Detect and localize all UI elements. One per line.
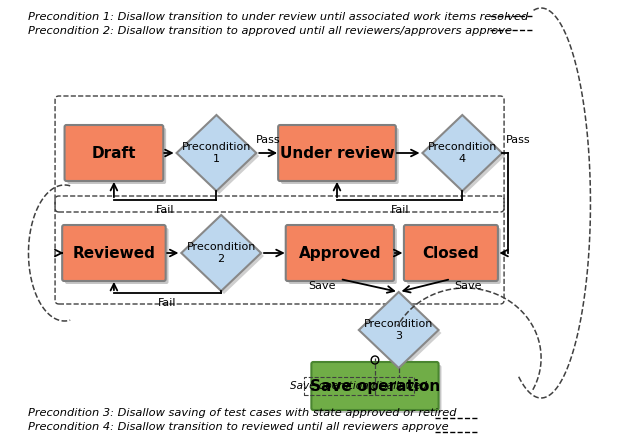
Polygon shape [184, 218, 264, 294]
Polygon shape [181, 215, 261, 291]
Polygon shape [425, 118, 505, 194]
Text: Fail: Fail [156, 205, 174, 215]
FancyBboxPatch shape [65, 125, 164, 181]
Text: Approved: Approved [299, 246, 381, 260]
FancyBboxPatch shape [62, 225, 165, 281]
Text: Pass: Pass [506, 135, 531, 145]
Text: Precondition 1: Disallow transition to under review until associated work items : Precondition 1: Disallow transition to u… [29, 12, 529, 22]
Text: Pass: Pass [256, 135, 280, 145]
FancyBboxPatch shape [286, 225, 394, 281]
Text: Save operation disallowed: Save operation disallowed [290, 381, 427, 391]
FancyBboxPatch shape [404, 225, 498, 281]
Polygon shape [361, 295, 441, 371]
Text: Precondition
3: Precondition 3 [364, 319, 434, 341]
Text: Draft: Draft [92, 146, 136, 160]
Text: Save: Save [309, 280, 336, 290]
Text: Fail: Fail [158, 298, 177, 308]
Text: Precondition
2: Precondition 2 [186, 242, 256, 264]
Polygon shape [422, 115, 502, 191]
Text: Precondition
1: Precondition 1 [182, 142, 251, 164]
FancyBboxPatch shape [65, 228, 169, 284]
Text: Save: Save [455, 280, 482, 290]
FancyBboxPatch shape [67, 128, 166, 184]
FancyBboxPatch shape [288, 228, 397, 284]
FancyBboxPatch shape [407, 228, 501, 284]
Polygon shape [176, 115, 256, 191]
Text: Precondition
4: Precondition 4 [427, 142, 497, 164]
Text: Closed: Closed [422, 246, 479, 260]
Text: Precondition 3: Disallow saving of test cases with state approved or retired: Precondition 3: Disallow saving of test … [29, 408, 457, 418]
Text: Precondition 2: Disallow transition to approved until all reviewers/approvers ap: Precondition 2: Disallow transition to a… [29, 26, 512, 36]
Text: Fail: Fail [391, 205, 409, 215]
Polygon shape [179, 118, 259, 194]
Text: Save operation: Save operation [310, 379, 440, 393]
Polygon shape [359, 292, 439, 368]
FancyBboxPatch shape [278, 125, 396, 181]
Text: Precondition 4: Disallow transition to reviewed until all reviewers approve: Precondition 4: Disallow transition to r… [29, 422, 449, 432]
Text: Under review: Under review [280, 146, 394, 160]
FancyBboxPatch shape [281, 128, 399, 184]
Text: Reviewed: Reviewed [72, 246, 155, 260]
FancyBboxPatch shape [311, 362, 439, 410]
FancyBboxPatch shape [314, 365, 441, 413]
